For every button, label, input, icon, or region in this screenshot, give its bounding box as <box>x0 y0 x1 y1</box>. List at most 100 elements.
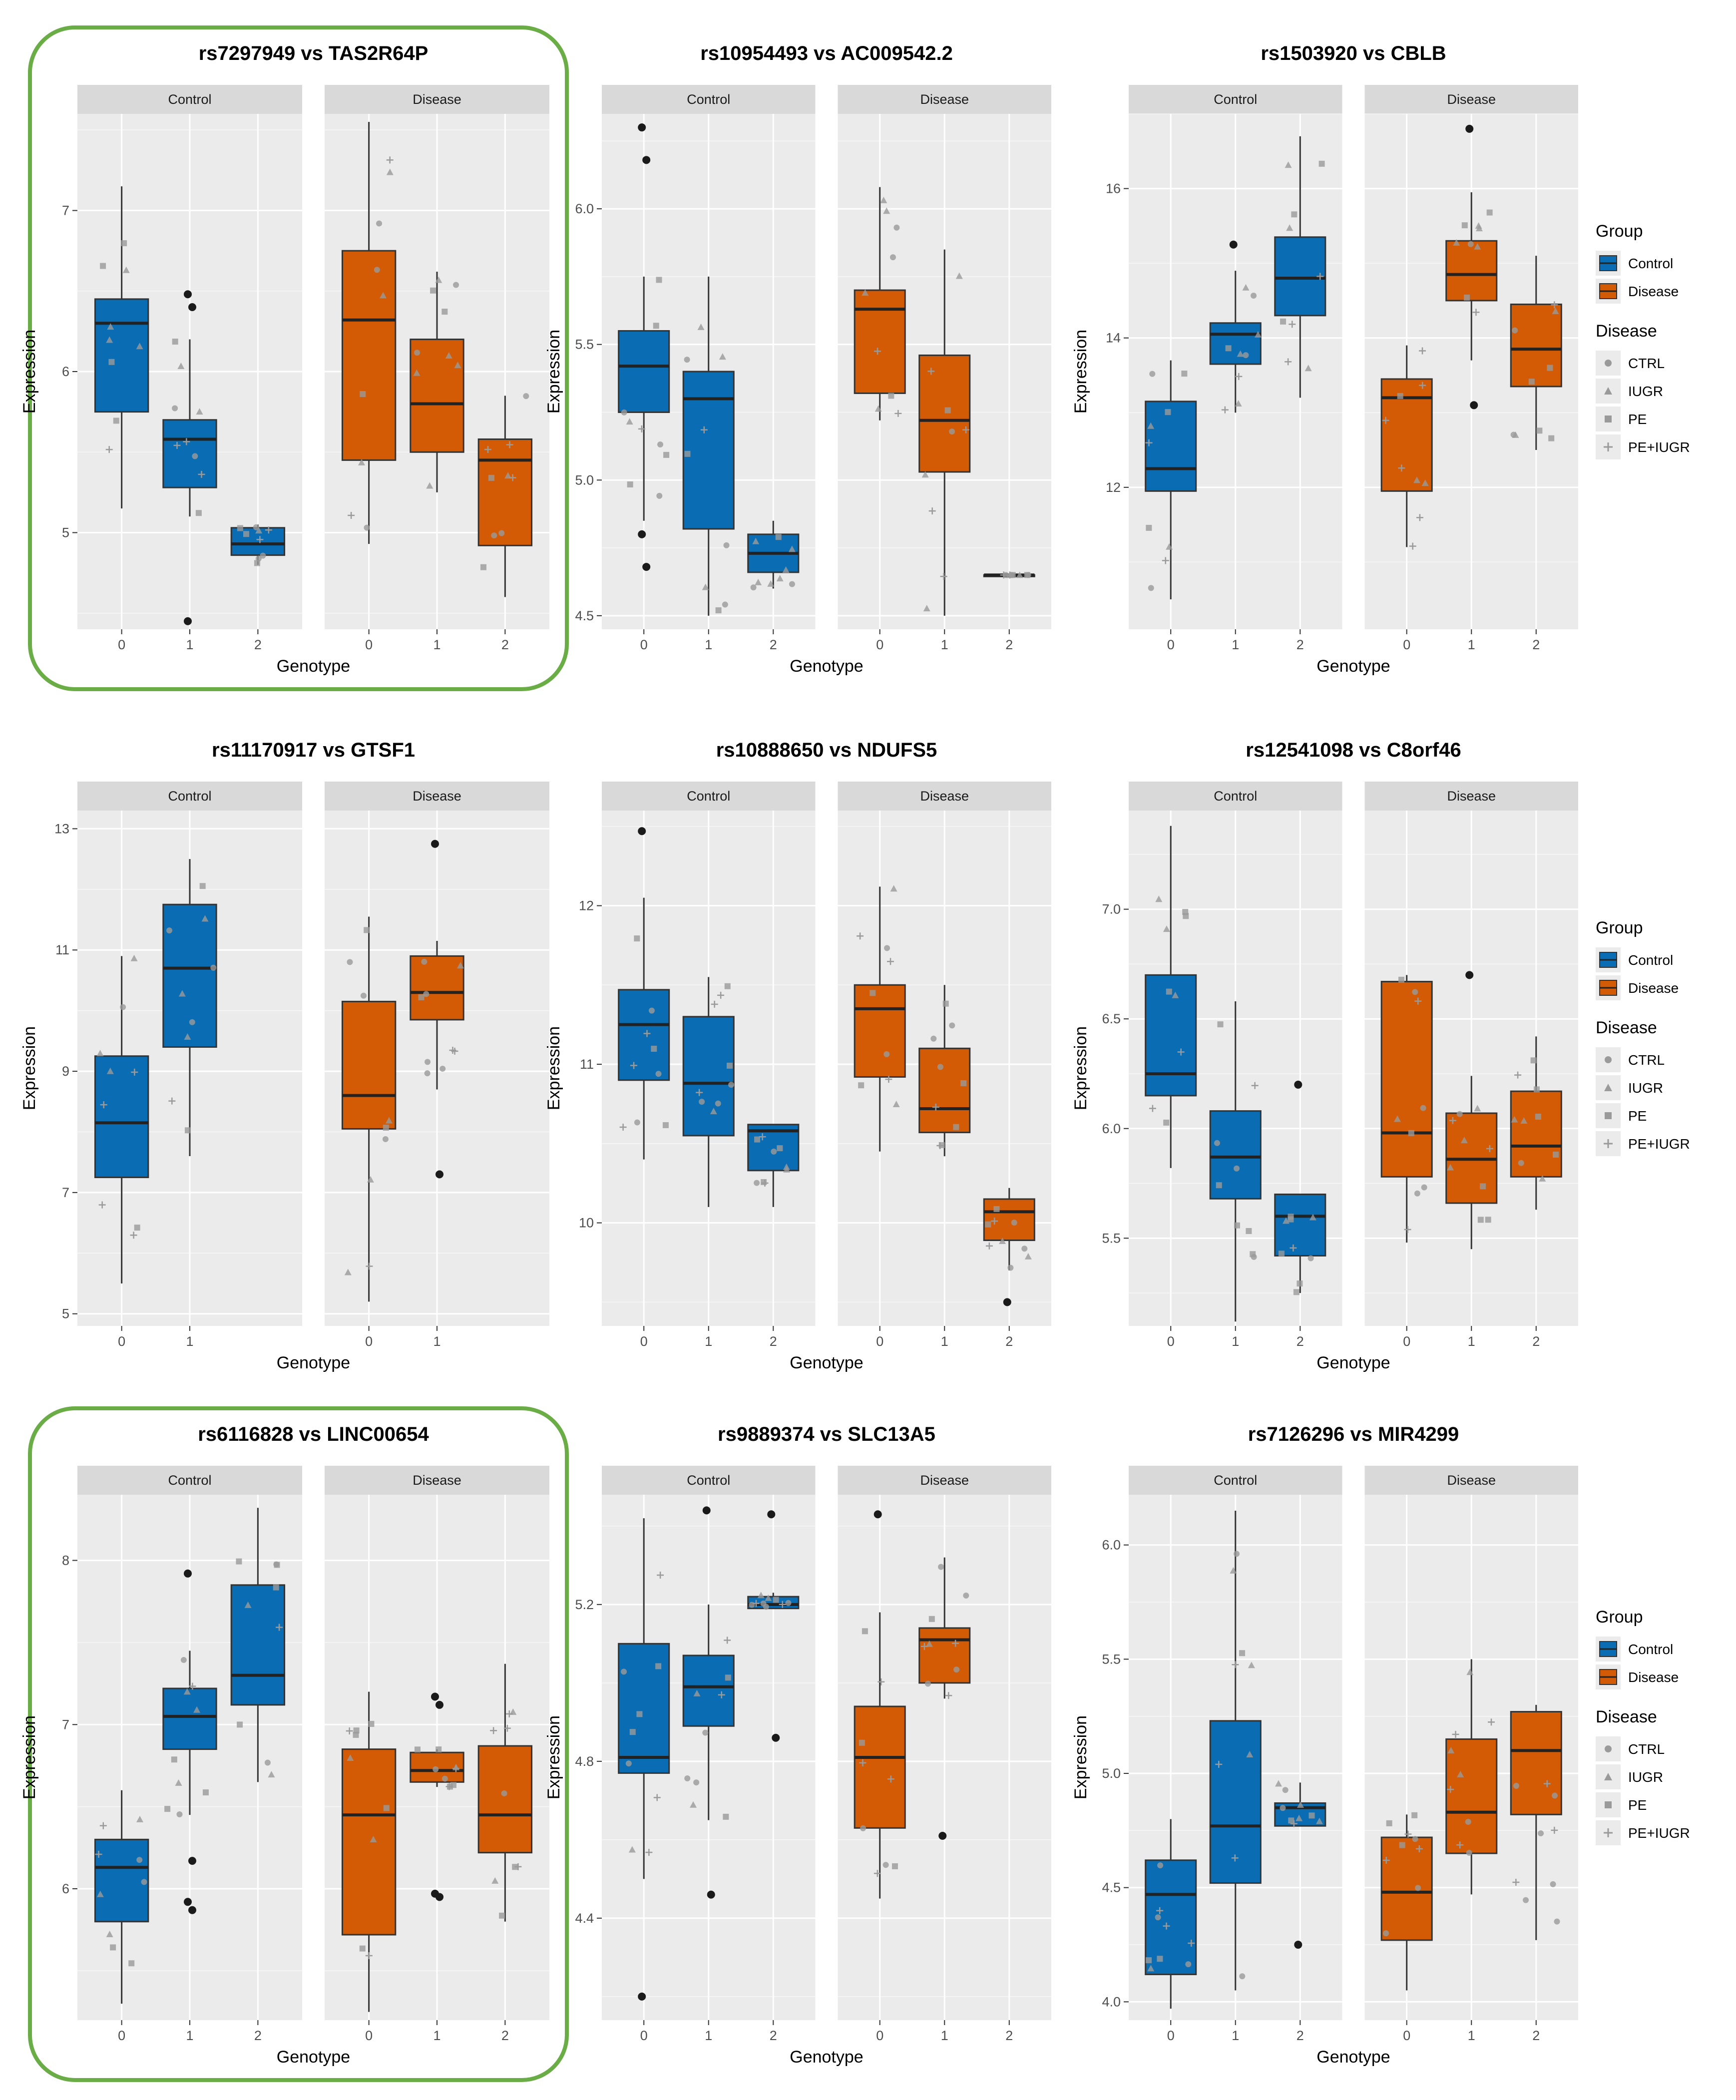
x-tick-label: 0 <box>365 1334 373 1349</box>
sample-point <box>754 1136 761 1143</box>
sample-point <box>506 441 513 448</box>
x-axis-title: Genotype <box>277 1353 350 1372</box>
sample-point <box>1543 1780 1551 1787</box>
sample-point <box>960 1080 967 1086</box>
sample-point <box>256 536 264 543</box>
sample-point <box>195 510 202 516</box>
outlier-point <box>938 1832 947 1840</box>
sample-point <box>185 1127 191 1134</box>
outlier-point <box>435 1170 443 1179</box>
sample-point <box>1221 406 1229 414</box>
sample-point <box>1166 543 1173 550</box>
legend-group-title: Group <box>1596 1608 1643 1627</box>
legend-disease-title: Disease <box>1596 1018 1657 1037</box>
outlier-point <box>188 1857 196 1865</box>
y-tick-label: 12 <box>1106 480 1121 495</box>
sample-point <box>1383 1930 1389 1937</box>
sample-point <box>106 1931 113 1938</box>
facet-disease: Disease 0 1 2 <box>1364 85 1578 652</box>
sample-point <box>920 1643 928 1650</box>
sample-point <box>1145 439 1153 446</box>
sample-point <box>441 1775 448 1782</box>
sample-point <box>773 1597 779 1603</box>
facet-strip-label: Control <box>687 1473 730 1488</box>
chart-title: rs10954493 vs AC009542.2 <box>700 42 953 64</box>
sample-point <box>755 578 762 585</box>
sample-point <box>376 220 383 227</box>
sample-point <box>653 323 659 329</box>
sample-point <box>921 471 929 478</box>
sample-point <box>501 1790 507 1796</box>
box-genotype-0 <box>1380 345 1433 550</box>
sample-point <box>1411 1812 1418 1818</box>
x-tick-label: 1 <box>705 1334 712 1349</box>
sample-point <box>963 1592 969 1599</box>
chart-4: rs11170917 vs GTSF1 Control 0 1 Disease 0 1 5 7 9… <box>20 739 549 1372</box>
sample-point <box>1024 1253 1032 1260</box>
sample-point <box>180 1657 187 1663</box>
x-tick-label: 2 <box>501 2028 509 2043</box>
sample-point <box>451 1047 458 1055</box>
sample-point <box>136 1857 143 1863</box>
y-tick-label: 7 <box>62 1185 69 1200</box>
legend-disease-label: PE+IUGR <box>1628 439 1690 455</box>
facet-strip <box>77 1466 302 1495</box>
x-axis-title: Genotype <box>790 1353 863 1372</box>
sample-point <box>621 1669 627 1675</box>
sample-point <box>480 564 486 570</box>
box-iqr <box>162 419 217 488</box>
box-genotype-2 <box>477 1664 533 1922</box>
sample-point <box>175 1779 182 1786</box>
outlier-point <box>1294 1941 1302 1949</box>
sample-point <box>693 1689 701 1696</box>
sample-point <box>236 1558 242 1565</box>
highlight-frame <box>28 25 569 691</box>
sample-point <box>750 584 757 591</box>
box-genotype-0 <box>854 885 906 1152</box>
x-tick-label: 2 <box>1532 637 1540 652</box>
sample-point <box>1530 1057 1537 1064</box>
facet-disease: Disease 0 1 <box>325 782 549 1349</box>
sample-point <box>634 1119 640 1126</box>
box-iqr <box>918 1047 971 1134</box>
sample-point <box>1550 1881 1556 1887</box>
facet-strip <box>77 85 302 114</box>
sample-point <box>788 545 796 552</box>
sample-point <box>113 418 119 424</box>
y-tick-label: 16 <box>1106 181 1121 196</box>
sample-point <box>719 353 726 360</box>
legend-shape-square <box>1605 1112 1612 1119</box>
sample-point <box>1307 1255 1314 1261</box>
y-tick-label: 9 <box>62 1064 69 1079</box>
sample-point <box>347 959 353 965</box>
highlight-frame <box>28 1406 569 2082</box>
sample-point <box>414 350 421 356</box>
sample-point <box>862 1628 868 1635</box>
x-tick-label: 0 <box>640 2028 648 2043</box>
sample-point <box>192 453 198 459</box>
legend-group-title: Group <box>1596 918 1643 937</box>
y-tick-label: 6.0 <box>1102 1121 1121 1136</box>
sample-point <box>877 1678 885 1685</box>
chart-9: rs7126296 vs MIR4299 Control 0 1 2 Disease 0 1 2… <box>1071 1423 1690 2067</box>
sample-point <box>1552 1792 1558 1799</box>
sample-point <box>699 1099 705 1105</box>
facet-control: Control 0 1 2 <box>77 1466 302 2043</box>
x-tick-label: 0 <box>1167 2028 1175 2043</box>
sample-point <box>105 446 113 453</box>
chart-title: rs10888650 vs NDUFS5 <box>716 739 937 761</box>
sample-point <box>1177 1048 1185 1056</box>
box-genotype-0 <box>94 954 149 1284</box>
sample-point <box>1248 1662 1255 1669</box>
sample-point <box>757 1592 765 1599</box>
chart-6: rs12541098 vs C8orf46 Control 0 1 2 Disease 0 1… <box>1071 739 1690 1372</box>
sample-point <box>1547 365 1553 371</box>
sample-point <box>189 1682 196 1690</box>
sample-point <box>1239 1973 1246 1980</box>
sample-point <box>1551 301 1558 309</box>
x-tick-label: 1 <box>705 637 712 652</box>
sample-point <box>653 1794 661 1801</box>
sample-point <box>348 512 355 519</box>
sample-point <box>1148 585 1154 591</box>
